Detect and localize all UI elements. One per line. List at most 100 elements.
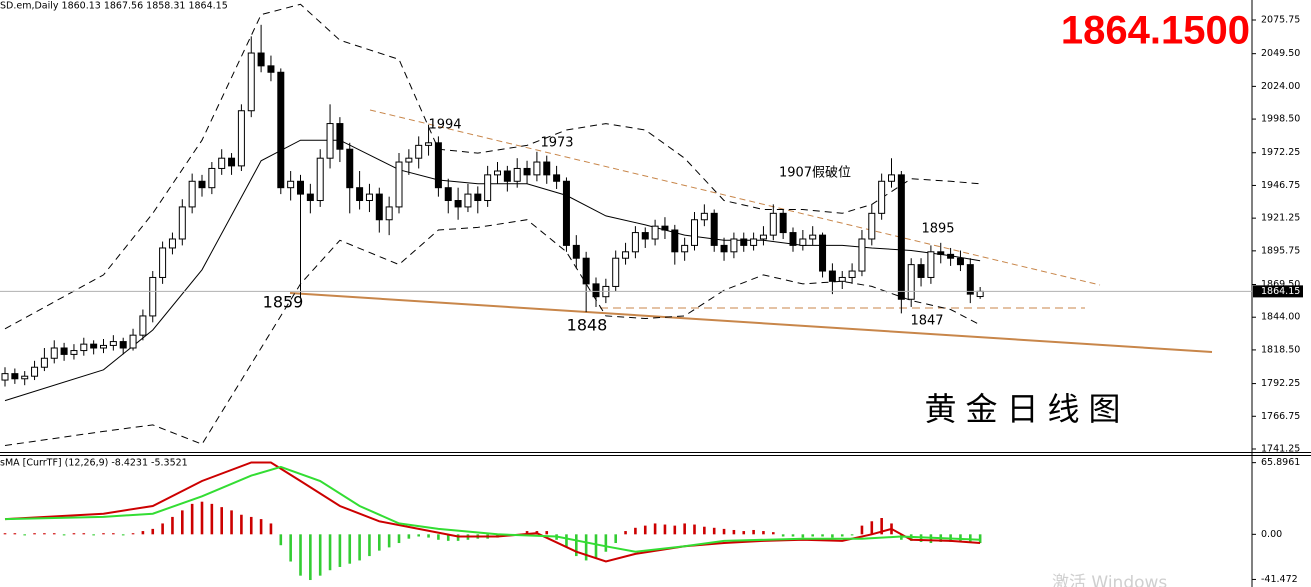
y-tick-label: 2049.50 bbox=[1261, 48, 1300, 59]
candle-body bbox=[819, 234, 827, 272]
price-plot bbox=[0, 3, 1252, 446]
candle-body bbox=[543, 161, 551, 176]
candle-body bbox=[1, 373, 9, 381]
macd-histogram-bar bbox=[525, 531, 529, 535]
last-price-box bbox=[1253, 285, 1303, 298]
macd-histogram-bar bbox=[781, 534, 785, 537]
macd-histogram-bar bbox=[23, 534, 26, 536]
candle-body bbox=[779, 212, 787, 234]
macd-histogram-bar bbox=[565, 534, 568, 548]
macd-histogram-bar bbox=[259, 519, 263, 535]
macd-histogram-bar bbox=[427, 534, 430, 538]
candle-body bbox=[287, 180, 295, 189]
macd-histogram-bar bbox=[762, 531, 765, 535]
candle-body bbox=[907, 264, 915, 300]
candle-body bbox=[80, 343, 88, 352]
candle-body bbox=[494, 170, 501, 176]
candle-body bbox=[927, 251, 935, 278]
macd-histogram-bar bbox=[791, 534, 795, 537]
macd-histogram-bar bbox=[161, 523, 164, 535]
price-display: 1864.1500 bbox=[1061, 9, 1250, 53]
macd-histogram-bar bbox=[141, 531, 145, 535]
macd-histogram-bar bbox=[52, 533, 56, 535]
candle-body bbox=[415, 144, 423, 159]
candle-body bbox=[888, 174, 895, 182]
candle-body bbox=[11, 373, 19, 380]
macd-histogram-bar bbox=[840, 534, 844, 537]
candle-body bbox=[966, 264, 974, 295]
macd-histogram-bar bbox=[821, 534, 824, 537]
candle-body bbox=[425, 142, 433, 146]
macd-histogram-bar bbox=[742, 531, 746, 535]
macd-histogram-bar bbox=[200, 501, 204, 535]
candle-body bbox=[90, 343, 98, 349]
macd-histogram-bar bbox=[289, 534, 292, 562]
macd-histogram-bar bbox=[584, 534, 588, 561]
annotation: 1895 bbox=[921, 222, 954, 237]
macd-histogram-bar bbox=[594, 534, 598, 559]
macd-histogram-bar bbox=[62, 534, 66, 536]
candle-body bbox=[484, 174, 492, 202]
macd-histogram-bar bbox=[249, 516, 253, 535]
y-tick-label: 1972.25 bbox=[1261, 147, 1300, 158]
candle-body bbox=[159, 247, 167, 278]
macd-histogram-bar bbox=[378, 534, 381, 551]
macd-histogram-bar bbox=[220, 507, 223, 535]
candle-body bbox=[60, 347, 68, 355]
macd-histogram-bar bbox=[82, 533, 86, 535]
macd-histogram-bar bbox=[545, 531, 549, 535]
y-tick-label: 0.00 bbox=[1261, 529, 1282, 540]
macd-histogram-bar bbox=[634, 527, 637, 535]
macd-histogram-bar bbox=[309, 534, 312, 581]
macd-histogram-bar bbox=[151, 528, 155, 535]
macd-histogram-bar bbox=[437, 534, 440, 540]
macd-histogram-bar bbox=[112, 533, 115, 535]
candle-body bbox=[592, 283, 600, 298]
macd-histogram-bar bbox=[456, 534, 460, 541]
candle-body bbox=[720, 244, 728, 253]
macd-histogram-bar bbox=[604, 534, 608, 552]
macd-histogram-bar bbox=[72, 533, 76, 535]
macd-histogram-bar bbox=[880, 518, 883, 535]
candle-body bbox=[671, 229, 679, 253]
macd-histogram-bar bbox=[181, 510, 184, 535]
macd-histogram-bar bbox=[240, 514, 243, 535]
candle-body bbox=[838, 276, 846, 282]
macd-histogram-bar bbox=[722, 528, 726, 535]
y-tick-label: 2024.00 bbox=[1261, 81, 1300, 92]
macd-histogram-bar bbox=[683, 523, 686, 535]
macd-histogram-bar bbox=[801, 534, 805, 538]
macd-histogram-bar bbox=[131, 533, 135, 535]
trendline-upper bbox=[369, 109, 1101, 286]
candle-body bbox=[464, 193, 472, 208]
candle-body bbox=[395, 161, 403, 208]
candle-body bbox=[21, 375, 29, 380]
candle-body bbox=[100, 344, 107, 349]
macd-histogram-bar bbox=[663, 524, 667, 535]
axes: 2075.75 2049.50 2024.00 1998.50 1972.25 1946.… bbox=[263, 15, 1303, 585]
annotation: 1973 bbox=[540, 136, 573, 151]
macd-line bbox=[4, 465, 981, 553]
macd-histogram-bar bbox=[673, 525, 677, 535]
macd-histogram-bar bbox=[653, 523, 657, 535]
candle-body bbox=[622, 251, 630, 259]
macd-histogram-bar bbox=[328, 534, 332, 571]
candle-body bbox=[878, 180, 886, 214]
candle-body bbox=[710, 212, 718, 246]
macd-line bbox=[4, 461, 981, 563]
candle-body bbox=[444, 187, 452, 202]
macd-histogram-bar bbox=[171, 516, 174, 535]
y-tick-label: 1792.25 bbox=[1261, 378, 1300, 389]
macd-histogram-bar bbox=[446, 534, 450, 541]
macd-histogram-bar bbox=[693, 524, 696, 535]
last-price-label: 1864.15 bbox=[1261, 286, 1300, 297]
y-tick-label: 1869.50 bbox=[1261, 279, 1300, 290]
y-tick-label: 1921.25 bbox=[1261, 213, 1300, 224]
candle-body bbox=[218, 157, 226, 169]
macd-histogram-bar bbox=[33, 533, 36, 535]
candle-body bbox=[661, 225, 669, 231]
macd-histogram-bar bbox=[92, 534, 95, 536]
macd-histogram-bar bbox=[712, 527, 716, 535]
candle-body bbox=[237, 110, 245, 167]
candle-body bbox=[759, 234, 767, 240]
